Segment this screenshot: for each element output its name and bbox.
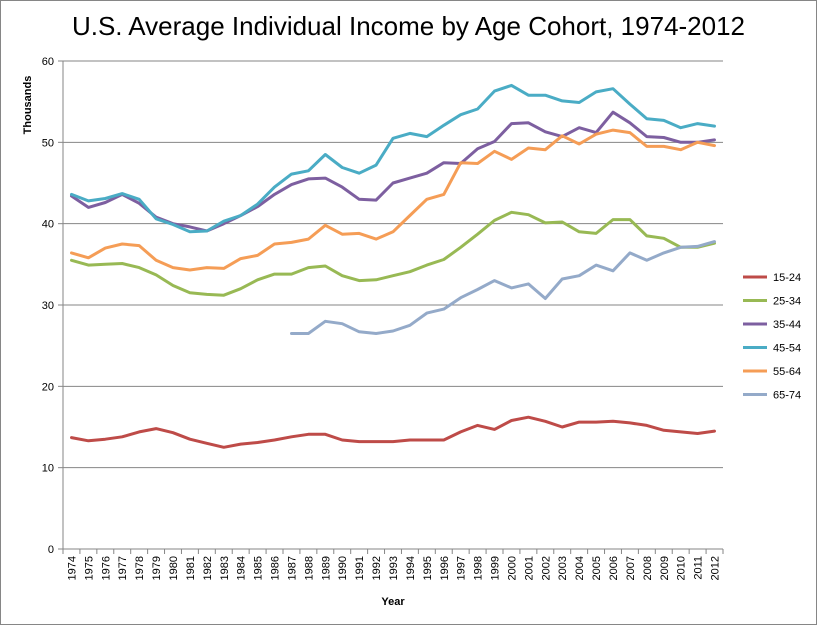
x-tick-label: 2008 xyxy=(642,556,654,580)
x-axis-title: Year xyxy=(381,596,405,608)
x-tick-label: 2011 xyxy=(693,556,705,580)
x-tick-label: 1998 xyxy=(473,556,485,580)
y-tick-label: 60 xyxy=(42,56,54,68)
x-tick-label: 1994 xyxy=(405,556,417,580)
legend-label: 35-44 xyxy=(773,319,801,331)
x-tick-label: 1974 xyxy=(66,556,78,580)
x-tick-label: 1996 xyxy=(439,556,451,580)
x-tick-label: 1987 xyxy=(286,556,298,580)
y-tick-label: 10 xyxy=(42,463,54,475)
series-lines xyxy=(70,83,716,449)
y-tick-label: 20 xyxy=(42,381,54,393)
x-tick-label: 1999 xyxy=(490,556,502,580)
legend-label: 25-34 xyxy=(773,296,801,308)
x-tick-label: 1992 xyxy=(371,556,383,580)
x-tick-label: 1983 xyxy=(219,556,231,580)
chart-title: U.S. Average Individual Income by Age Co… xyxy=(71,11,746,41)
x-tick-label: 1990 xyxy=(337,556,349,580)
x-tick-label: 1977 xyxy=(117,556,129,580)
x-tick-label: 1991 xyxy=(354,556,366,580)
x-tick-label: 1997 xyxy=(456,556,468,580)
series-line-35-44 xyxy=(70,110,716,233)
x-tick-label: 1975 xyxy=(83,556,95,580)
series-line-15-24 xyxy=(70,415,716,449)
x-tick-label: 1993 xyxy=(388,556,400,580)
x-tick-label: 1989 xyxy=(320,556,332,580)
x-tick-label: 2005 xyxy=(591,556,603,580)
x-tick-label: 1978 xyxy=(134,556,146,580)
x-tick-label: 2010 xyxy=(676,556,688,580)
x-tick-label: 2006 xyxy=(608,556,620,580)
x-tick-label: 1995 xyxy=(422,556,434,580)
x-tick-label: 2001 xyxy=(523,556,535,580)
y-tick-label: 0 xyxy=(48,544,54,556)
x-tick-label: 2002 xyxy=(540,556,552,580)
legend-label: 65-74 xyxy=(773,390,801,402)
legend-label: 15-24 xyxy=(773,272,801,284)
x-tick-label: 2009 xyxy=(659,556,671,580)
legend: 15-24 25-34 35-44 45-54 55-64 65-74 xyxy=(743,272,801,402)
x-tick-label: 1979 xyxy=(151,556,163,580)
x-tick-label: 2007 xyxy=(625,556,637,580)
legend-label: 55-64 xyxy=(773,366,801,378)
x-tick-label: 2004 xyxy=(574,556,586,580)
x-tick-label: 1976 xyxy=(100,556,112,580)
x-tick-label: 1988 xyxy=(303,556,315,580)
x-tick-label: 2003 xyxy=(557,556,569,580)
x-tick-label: 2000 xyxy=(506,556,518,580)
series-line-45-54 xyxy=(70,83,716,234)
legend-label: 45-54 xyxy=(773,343,801,355)
x-tick-label: 1980 xyxy=(168,556,180,580)
series-line-55-64 xyxy=(70,128,716,272)
y-tick-label: 40 xyxy=(42,219,54,231)
x-tick-label: 1986 xyxy=(270,556,282,580)
axes: Thousands Year 0 10 20 30 40 50 60 1974 1975 1976… xyxy=(22,56,724,608)
y-axis-title: Thousands xyxy=(22,76,34,135)
x-tick-label: 1981 xyxy=(185,556,197,580)
series-line-65-74 xyxy=(290,240,716,335)
x-tick-label: 2012 xyxy=(710,556,722,580)
x-tick-label: 1985 xyxy=(253,556,265,580)
y-tick-label: 50 xyxy=(42,137,54,149)
x-tick-label: 1982 xyxy=(202,556,214,580)
y-tick-label: 30 xyxy=(42,300,54,312)
x-tick-label: 1984 xyxy=(236,556,248,580)
series-line-25-34 xyxy=(70,210,716,297)
